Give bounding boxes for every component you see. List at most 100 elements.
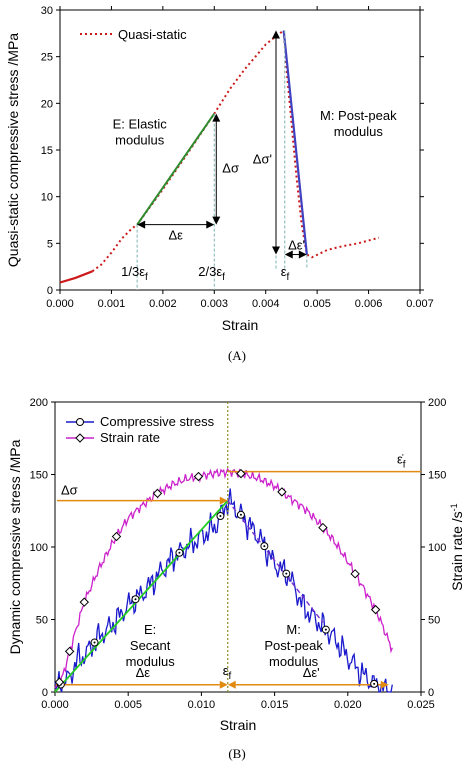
- panel-b-stress-marker-dot: [373, 682, 376, 685]
- panel-a-one-third-eps-f-label: 1/3εf: [121, 264, 148, 283]
- panel-a-x-axis-title: Strain: [222, 317, 259, 333]
- panel-b-x-tick-label: 0.010: [188, 699, 216, 711]
- panel-b-rate-marker: [79, 597, 89, 607]
- panel-b-y-tick-label: 150: [30, 470, 48, 482]
- panel-a-eps-f-label-sub: f: [287, 272, 290, 283]
- panel-b-caption: (B): [228, 746, 245, 761]
- panel-b-stress-marker-dot: [178, 551, 181, 554]
- panel-a-y-tick-label: 10: [41, 192, 53, 204]
- panel-b-y-right-title-sup: -1: [449, 503, 459, 511]
- panel-b-stress-marker-dot: [93, 641, 96, 644]
- panel-a-y-tick-label: 20: [41, 98, 53, 110]
- panel-b-x-tick-label: 0.025: [407, 699, 435, 711]
- panel-a-delta-sigma-arrowhead-up: [212, 113, 221, 122]
- panel-b-rate-marker: [350, 569, 360, 579]
- panel-b-y-right-tick-label: 50: [428, 615, 440, 627]
- panel-a-plot-frame: [59, 9, 421, 291]
- panel-a-y-tick-label: 30: [41, 5, 53, 17]
- panel-a-y-tick-label: 5: [47, 238, 53, 250]
- panel-b-stress-marker-dot: [219, 515, 222, 518]
- panel-b-eps-dot-f-label-sub: f: [403, 460, 406, 471]
- panel-b-rate-marker: [111, 531, 122, 542]
- panel-a-eps-f-label: εf: [281, 264, 290, 283]
- panel-a-one-third-eps-f-label-sub: f: [145, 272, 148, 283]
- panel-b-strain-rate-curve: [54, 467, 393, 690]
- panel-a-two-third-eps-f-label-sub: f: [222, 272, 225, 283]
- panel-b-secant-modulus-label-line-1: E:: [144, 622, 156, 637]
- panel-a-y-tick-label: 25: [41, 52, 53, 64]
- panel-b-eps-f-label-main: ε: [223, 663, 229, 678]
- panel-b-delta-eps-prime-arrowhead-left: [227, 680, 236, 689]
- panel-a-two-third-eps-f-label: 2/3εf: [198, 264, 225, 283]
- panel-b-y-right-tick-label: 200: [428, 397, 446, 409]
- panel-a-delta-sigma-arrowhead-down: [212, 216, 221, 225]
- panel-a-delta-eps-arrowhead-right: [206, 220, 215, 229]
- panel-b-legend-rate-marker: [75, 433, 85, 443]
- panel-b-stress-marker-dot: [134, 598, 137, 601]
- panel-a-x-tick-label: 0.002: [149, 298, 177, 310]
- panel-b-rate-marker: [277, 487, 287, 497]
- panel-b-post-peak-modulus-line: [227, 500, 324, 623]
- panel-b-rate-marker: [54, 677, 65, 687]
- panel-b-y-tick-label: 200: [30, 397, 48, 409]
- panel-b-eps-f-label-sub: f: [229, 671, 232, 682]
- panel-a-elastic-modulus-label-line-1: E: Elastic: [113, 117, 168, 132]
- panel-a-eps-f-label-main: ε: [281, 264, 287, 279]
- panel-b-x-tick-label: 0.015: [261, 699, 289, 711]
- panel-a-x-tick-label: 0.005: [303, 298, 331, 310]
- panel-b-delta-eps-prime-label: Δε': [303, 665, 320, 680]
- panel-b-y-ticks: 0 50 100 150 200: [30, 397, 55, 699]
- panel-a-y-tick-label: 0: [47, 285, 53, 297]
- panel-b-y-right-tick-label: 150: [428, 470, 446, 482]
- panel-a-x-tick-label: 0.006: [355, 298, 383, 310]
- panel-b-x-ticks: 0.000 0.005 0.010 0.015 0.020 0.025: [41, 692, 435, 711]
- panel-b-stress-marker-dot: [324, 628, 327, 631]
- panel-b-legend-rate-label: Strain rate: [100, 430, 160, 445]
- panel-b-post-peak-modulus-label-line-1: M:: [286, 622, 300, 637]
- panel-a-post-peak-modulus-line: [282, 30, 308, 255]
- panel-b-stress-marker-dot: [263, 545, 266, 548]
- panel-a-two-third-eps-f-label-main: 2/3ε: [198, 264, 222, 279]
- panel-b-stress-marker-dot: [239, 513, 242, 516]
- panel-b-delta-eps-label: Δε: [136, 665, 151, 680]
- panel-b-post-peak-modulus-label-line-2: Post-peak: [264, 638, 323, 653]
- panel-a-post-peak-modulus-label-line-1: M: Post-peak: [320, 108, 397, 123]
- panel-a-x-tick-label: 0.001: [98, 298, 126, 310]
- panel-b-y-tick-label: 0: [42, 687, 48, 699]
- panel-a-x-tick-label: 0.003: [201, 298, 229, 310]
- panel-a-delta-eps-prime-arrowhead-left: [284, 250, 293, 259]
- panel-a-delta-eps-prime-label: Δε': [288, 238, 305, 253]
- panel-a-curve-initial-segment: [59, 270, 93, 284]
- panel-b-y-tick-label: 100: [30, 542, 48, 554]
- panel-b-compressive-stress-curve: [54, 488, 393, 693]
- panel-b-stress-marker-dot: [285, 572, 288, 575]
- panel-a-post-peak-modulus-label-line-2: modulus: [334, 124, 384, 139]
- panel-a-x-ticks: 0.000 0.001 0.002 0.003 0.004 0.005 0.006 0.007: [46, 6, 434, 310]
- panel-a-legend-label: Quasi-static: [118, 27, 187, 42]
- panel-b-rate-marker: [370, 604, 381, 615]
- panel-b-rate-marker: [64, 646, 75, 657]
- panel-a-delta-eps-label: Δε: [168, 228, 183, 243]
- panel-b-delta-sigma-arrowhead: [219, 496, 228, 505]
- panel-a-elastic-modulus-label-line-2: modulus: [115, 133, 165, 148]
- panel-b-rate-marker: [318, 522, 328, 533]
- panel-a-one-third-eps-f-label-main: 1/3ε: [121, 264, 145, 279]
- panel-b-post-peak-modulus-label-line-3: modulus: [269, 654, 319, 669]
- panel-b-x-tick-label: 0.020: [334, 699, 362, 711]
- panel-b-y-tick-label: 50: [36, 615, 48, 627]
- panel-b-delta-sigma-label: Δσ: [61, 483, 78, 498]
- panel-b-delta-eps-prime-arrowhead-right: [380, 680, 389, 689]
- panel-a-caption: (A): [228, 348, 246, 363]
- panel-b-rate-marker: [193, 471, 204, 482]
- panel-a-y-tick-label: 15: [41, 145, 53, 157]
- panel-b-eps-dot-f-label-main: ε̇: [397, 452, 404, 467]
- panel-b-y-right-tick-label: 0: [428, 687, 434, 699]
- panel-a-elastic-modulus-line: [136, 113, 216, 226]
- panel-b-legend-stress-label: Compressive stress: [100, 414, 215, 429]
- panel-b-y-axis-title: Dynamic compressive stress /MPa: [7, 439, 23, 654]
- panel-b-x-tick-label: 0.005: [114, 699, 142, 711]
- panel-b-x-tick-label: 0.000: [41, 699, 69, 711]
